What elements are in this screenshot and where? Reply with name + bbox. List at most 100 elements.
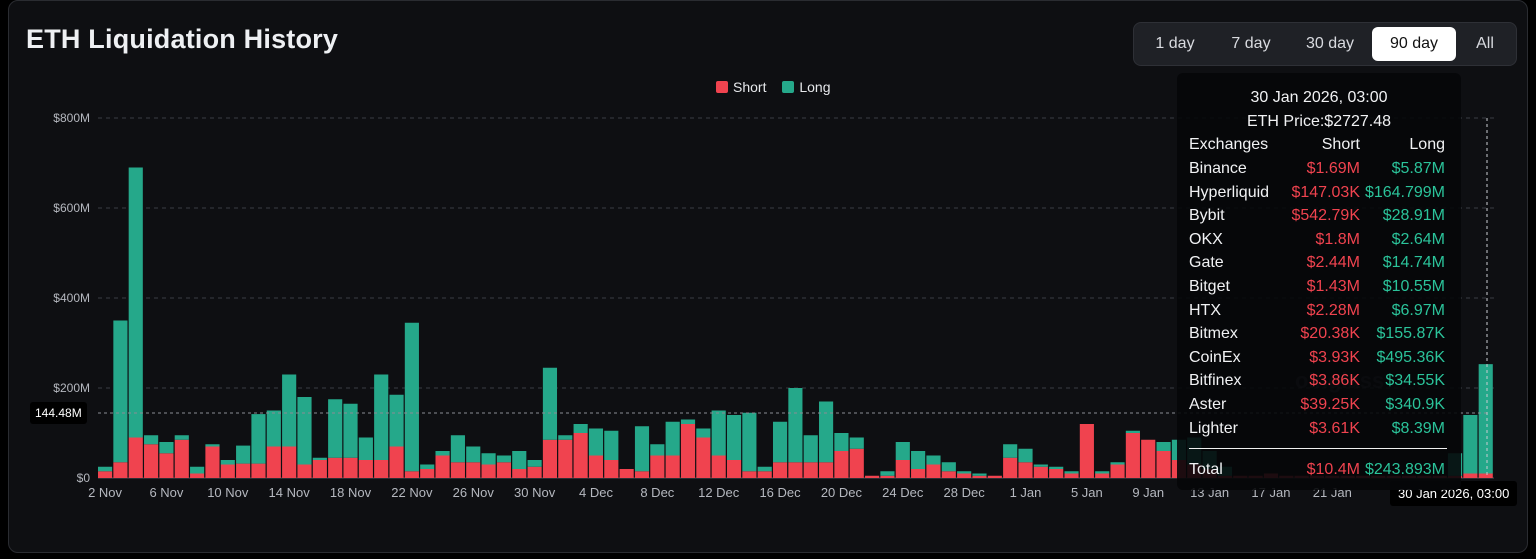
bar-long[interactable] — [1049, 466, 1064, 469]
bar-short[interactable] — [788, 462, 803, 478]
bar-long[interactable] — [895, 442, 910, 460]
bar-long[interactable] — [266, 410, 281, 447]
bar-long[interactable] — [496, 455, 511, 463]
bar-short[interactable] — [1478, 473, 1493, 479]
bar-short[interactable] — [1079, 424, 1094, 478]
bar-long[interactable] — [236, 445, 251, 464]
bar-short[interactable] — [911, 469, 926, 478]
bar-short[interactable] — [144, 444, 159, 478]
bar-short[interactable] — [1049, 469, 1064, 478]
bar-short[interactable] — [404, 471, 419, 478]
bar-long[interactable] — [941, 462, 956, 472]
range-90-day-button[interactable]: 90 day — [1372, 27, 1456, 61]
bar-short[interactable] — [1095, 473, 1110, 479]
bar-short[interactable] — [174, 439, 189, 478]
bar-short[interactable] — [650, 455, 665, 479]
bar-long[interactable] — [328, 399, 343, 458]
bar-long[interactable] — [312, 457, 327, 460]
bar-long[interactable] — [680, 419, 696, 425]
legend-long[interactable]: Long — [782, 79, 831, 95]
bar-short[interactable] — [880, 475, 895, 478]
bar-long[interactable] — [911, 451, 926, 469]
bar-short[interactable] — [266, 446, 281, 479]
bar-long[interactable] — [972, 473, 987, 476]
bar-long[interactable] — [819, 401, 834, 463]
bar-long[interactable] — [1478, 364, 1493, 474]
bar-short[interactable] — [113, 462, 128, 478]
bar-long[interactable] — [282, 374, 297, 447]
bar-long[interactable] — [297, 397, 312, 465]
bar-long[interactable] — [1110, 462, 1125, 465]
bar-long[interactable] — [481, 453, 496, 465]
bar-long[interactable] — [205, 444, 220, 447]
bar-short[interactable] — [435, 455, 450, 479]
bar-long[interactable] — [926, 455, 941, 465]
bar-long[interactable] — [220, 460, 235, 465]
bar-long[interactable] — [98, 466, 113, 472]
bar-short[interactable] — [205, 446, 220, 479]
bar-long[interactable] — [190, 466, 205, 474]
bar-long[interactable] — [757, 466, 772, 472]
bar-short[interactable] — [803, 462, 818, 478]
bar-long[interactable] — [634, 426, 650, 472]
bar-long[interactable] — [849, 437, 864, 449]
bar-short[interactable] — [420, 469, 435, 478]
bar-short[interactable] — [865, 475, 880, 478]
bar-short[interactable] — [512, 469, 527, 478]
bar-short[interactable] — [159, 453, 174, 478]
bar-long[interactable] — [803, 435, 818, 463]
bar-short[interactable] — [834, 451, 849, 478]
bar-short[interactable] — [604, 460, 619, 478]
bar-short[interactable] — [941, 471, 956, 478]
bar-short[interactable] — [987, 475, 1002, 478]
bar-long[interactable] — [374, 374, 389, 461]
bar-long[interactable] — [604, 430, 619, 460]
bar-long[interactable] — [726, 415, 742, 460]
bar-short[interactable] — [343, 457, 358, 478]
bar-long[interactable] — [128, 167, 143, 438]
bar-short[interactable] — [573, 433, 588, 478]
bar-short[interactable] — [1156, 451, 1171, 478]
bar-short[interactable] — [634, 471, 650, 478]
bar-short[interactable] — [481, 464, 496, 479]
bar-short[interactable] — [527, 466, 542, 478]
bar-long[interactable] — [174, 435, 189, 440]
bar-short[interactable] — [389, 446, 404, 479]
bar-short[interactable] — [374, 460, 389, 478]
bar-long[interactable] — [1003, 444, 1018, 458]
bar-short[interactable] — [496, 462, 511, 478]
bar-short[interactable] — [542, 439, 558, 478]
bar-short[interactable] — [696, 437, 711, 479]
bar-long[interactable] — [788, 388, 803, 463]
bar-long[interactable] — [650, 444, 665, 456]
bar-long[interactable] — [435, 451, 450, 456]
bar-long[interactable] — [1064, 471, 1079, 474]
bar-short[interactable] — [1003, 457, 1018, 478]
bar-short[interactable] — [757, 471, 772, 478]
bar-short[interactable] — [726, 460, 742, 478]
bar-short[interactable] — [1033, 466, 1048, 478]
bar-long[interactable] — [1018, 448, 1033, 463]
bar-long[interactable] — [144, 435, 159, 445]
bar-short[interactable] — [312, 460, 327, 478]
bar-long[interactable] — [834, 433, 849, 451]
bar-long[interactable] — [696, 428, 711, 438]
bar-long[interactable] — [466, 446, 481, 463]
bar-short[interactable] — [588, 455, 604, 479]
bar-short[interactable] — [98, 471, 113, 478]
bar-short[interactable] — [236, 463, 251, 478]
bar-short[interactable] — [849, 448, 864, 478]
bar-long[interactable] — [251, 414, 266, 464]
bar-long[interactable] — [358, 437, 373, 461]
bar-long[interactable] — [558, 435, 573, 440]
range-all-button[interactable]: All — [1476, 35, 1494, 52]
bar-short[interactable] — [251, 463, 266, 478]
bar-short[interactable] — [358, 460, 373, 478]
bar-short[interactable] — [926, 464, 941, 479]
bar-long[interactable] — [742, 412, 757, 472]
range-1-day-button[interactable]: 1 day — [1155, 35, 1195, 52]
bar-long[interactable] — [404, 322, 419, 472]
bar-long[interactable] — [1095, 471, 1110, 474]
bar-short[interactable] — [1463, 473, 1478, 479]
bar-short[interactable] — [1125, 433, 1140, 478]
